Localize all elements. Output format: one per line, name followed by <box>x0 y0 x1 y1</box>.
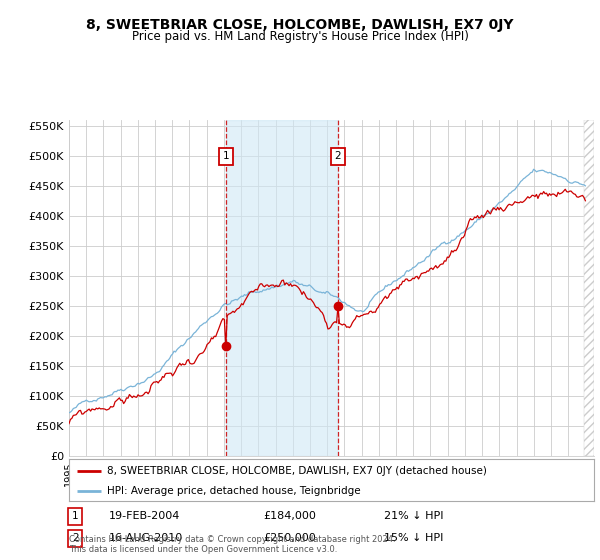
Text: 15% ↓ HPI: 15% ↓ HPI <box>384 534 443 543</box>
Text: 1: 1 <box>72 511 79 521</box>
Text: 16-AUG-2010: 16-AUG-2010 <box>109 534 182 543</box>
Text: 21% ↓ HPI: 21% ↓ HPI <box>384 511 443 521</box>
Bar <box>584 120 594 456</box>
Text: £250,000: £250,000 <box>263 534 316 543</box>
Text: 2: 2 <box>72 534 79 543</box>
Text: 2: 2 <box>335 151 341 161</box>
Text: Price paid vs. HM Land Registry's House Price Index (HPI): Price paid vs. HM Land Registry's House … <box>131 30 469 43</box>
Text: HPI: Average price, detached house, Teignbridge: HPI: Average price, detached house, Teig… <box>107 486 361 496</box>
Text: 1: 1 <box>223 151 229 161</box>
Text: 19-FEB-2004: 19-FEB-2004 <box>109 511 180 521</box>
Bar <box>584 120 594 456</box>
Text: 8, SWEETBRIAR CLOSE, HOLCOMBE, DAWLISH, EX7 0JY (detached house): 8, SWEETBRIAR CLOSE, HOLCOMBE, DAWLISH, … <box>107 466 487 476</box>
Bar <box>226 120 338 456</box>
Text: 8, SWEETBRIAR CLOSE, HOLCOMBE, DAWLISH, EX7 0JY: 8, SWEETBRIAR CLOSE, HOLCOMBE, DAWLISH, … <box>86 18 514 32</box>
Text: £184,000: £184,000 <box>263 511 316 521</box>
Text: Contains HM Land Registry data © Crown copyright and database right 2024.
This d: Contains HM Land Registry data © Crown c… <box>69 535 395 554</box>
